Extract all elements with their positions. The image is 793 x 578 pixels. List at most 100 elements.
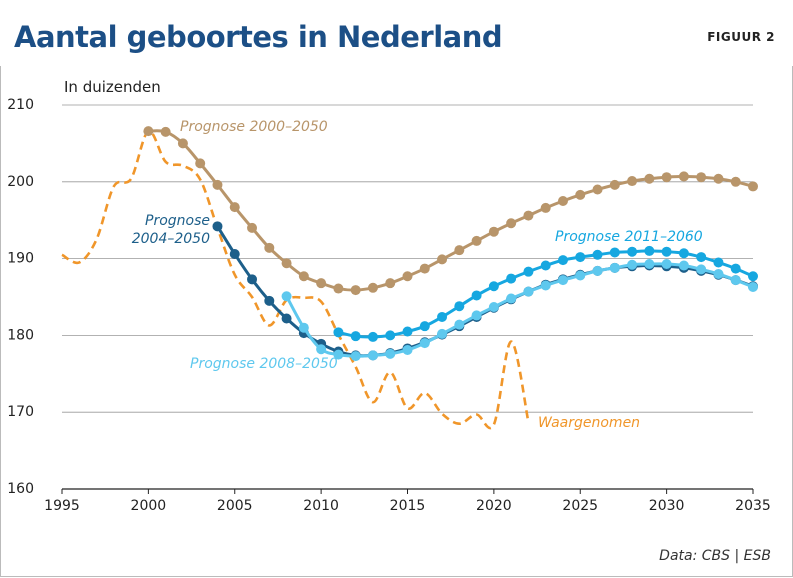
data-point [713, 268, 724, 279]
y-tick-label: 170 [7, 404, 34, 420]
data-point [696, 172, 707, 183]
data-point [316, 344, 327, 355]
data-point [419, 321, 430, 332]
data-point [488, 301, 499, 312]
data-point [678, 260, 689, 271]
data-point [195, 158, 206, 169]
data-point [575, 252, 586, 263]
data-point [540, 260, 551, 271]
data-point [247, 274, 258, 285]
data-point [523, 210, 534, 221]
data-point [488, 226, 499, 237]
data-point [609, 247, 620, 258]
data-point [385, 348, 396, 359]
data-point [506, 218, 517, 229]
data-point [644, 173, 655, 184]
data-point [471, 310, 482, 321]
data-point [609, 262, 620, 273]
data-point [627, 246, 638, 257]
data-point [333, 283, 344, 294]
data-point [557, 275, 568, 286]
data-point [557, 196, 568, 206]
x-tick-label: 2015 [390, 498, 426, 514]
y-tick-label: 210 [7, 97, 34, 113]
data-point [316, 278, 327, 289]
data-point [627, 176, 638, 187]
data-point [419, 263, 430, 274]
y-tick-label: 200 [7, 174, 34, 190]
data-point [281, 258, 292, 269]
data-point [281, 313, 292, 324]
data-point [696, 264, 707, 275]
data-point [212, 179, 223, 190]
data-point [540, 280, 551, 291]
data-point [661, 172, 672, 183]
chart-title: Aantal geboortes in Nederland [14, 20, 503, 54]
data-point [350, 331, 361, 342]
figure-label: FIGUUR 2 [707, 30, 775, 44]
data-point [557, 255, 568, 266]
data-point [523, 266, 534, 277]
data-point [419, 338, 430, 349]
data-point [143, 126, 154, 137]
data-point [730, 275, 741, 286]
data-point [575, 270, 586, 281]
data-point [177, 138, 188, 149]
data-point [748, 282, 758, 293]
data-point [333, 327, 344, 338]
data-point [281, 291, 292, 302]
data-point [402, 326, 413, 337]
data-point [298, 271, 309, 282]
y-tick-label: 190 [7, 251, 34, 267]
x-tick-label: 2005 [217, 498, 253, 514]
data-point [264, 295, 275, 306]
data-point [540, 202, 551, 213]
source: Data: CBS | ESB [659, 548, 771, 564]
x-tick-label: 2025 [562, 498, 598, 514]
data-point [506, 293, 517, 304]
data-point [678, 248, 689, 259]
x-tick-label: 1995 [44, 498, 80, 514]
data-point [592, 249, 603, 260]
data-point [730, 176, 741, 187]
data-point [661, 246, 672, 257]
data-point [437, 311, 448, 322]
series-label: Prognose 2011–2060 [555, 229, 703, 245]
data-point [730, 263, 741, 274]
y-tick-label: 180 [7, 327, 34, 343]
data-point [644, 245, 655, 256]
data-point [454, 301, 465, 312]
data-point [592, 184, 603, 195]
data-point [748, 271, 758, 282]
series-line [285, 262, 754, 358]
data-point [229, 202, 240, 213]
data-point [696, 252, 707, 263]
data-point [748, 181, 758, 192]
series-label: Prognose 2004–2050 [131, 213, 210, 247]
data-point [523, 286, 534, 297]
data-point [212, 221, 223, 232]
data-point [367, 282, 378, 293]
data-point [385, 278, 396, 289]
data-point [454, 319, 465, 330]
data-point [367, 350, 378, 361]
data-point [247, 222, 258, 233]
data-point [437, 328, 448, 339]
data-point [627, 259, 638, 270]
data-point [609, 179, 620, 190]
x-tick-label: 2020 [476, 498, 512, 514]
data-point [402, 344, 413, 355]
data-point [575, 189, 586, 200]
data-point [229, 248, 240, 259]
data-point [160, 126, 171, 137]
y-axis-label: In duizenden [64, 78, 161, 96]
data-point [367, 331, 378, 342]
data-point [678, 171, 689, 182]
data-point [661, 258, 672, 269]
data-point [506, 273, 517, 284]
x-tick-label: 2010 [303, 498, 339, 514]
data-point [298, 322, 309, 333]
data-point [713, 173, 724, 184]
data-point [471, 235, 482, 246]
